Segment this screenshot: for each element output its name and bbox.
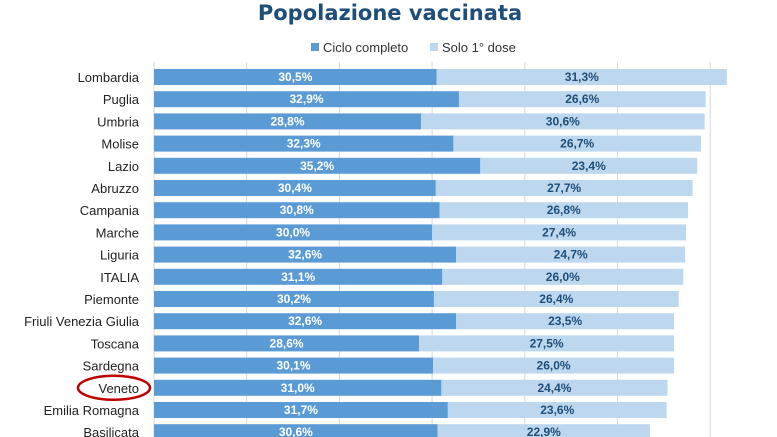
bar-ciclo-completo [154, 157, 481, 174]
bar-ciclo-completo [154, 224, 433, 241]
legend-label-solo-1-dose: Solo 1° dose [442, 40, 516, 55]
category-label: Basilicata [83, 425, 139, 437]
category-label: Sardegna [83, 359, 140, 374]
bar-solo-1-dose [439, 202, 688, 219]
legend-swatch-ciclo-completo [311, 43, 319, 51]
category-label: Molise [101, 137, 139, 152]
data-label: 28,6% [270, 336, 304, 350]
data-label: 32,6% [288, 314, 322, 328]
category-label: Toscana [91, 336, 140, 351]
data-label: 26,0% [546, 270, 580, 284]
data-label: 30,2% [277, 292, 311, 306]
bar-ciclo-completo [154, 335, 420, 352]
data-label: 26,6% [565, 92, 599, 106]
category-label: Piemonte [84, 292, 139, 307]
data-label: 30,0% [276, 225, 310, 239]
bar-ciclo-completo [154, 135, 454, 152]
bar-ciclo-completo [154, 91, 459, 108]
data-label: 27,4% [542, 225, 576, 239]
category-label: Lazio [108, 159, 139, 174]
bar-solo-1-dose [453, 135, 701, 152]
category-label: Puglia [103, 92, 140, 107]
bar-solo-1-dose [433, 291, 679, 307]
bar-solo-1-dose [480, 157, 698, 174]
bar-solo-1-dose [458, 91, 706, 108]
bar-solo-1-dose [419, 335, 675, 352]
data-label: 32,9% [289, 92, 323, 106]
bar-ciclo-completo [154, 379, 442, 396]
category-label: Lombardia [78, 70, 140, 85]
data-label: 27,7% [547, 181, 581, 195]
category-label: ITALIA [100, 270, 139, 285]
bar-solo-1-dose [436, 69, 727, 85]
bar-solo-1-dose [420, 113, 705, 130]
chart-title: Popolazione vaccinata [258, 1, 522, 25]
data-label: 31,1% [281, 270, 315, 284]
data-label: 23,6% [540, 403, 574, 417]
bar-solo-1-dose [442, 268, 684, 285]
data-label: 24,7% [554, 248, 588, 262]
data-label: 30,8% [280, 203, 314, 217]
data-label: 26,8% [547, 203, 581, 217]
category-label: Emilia Romagna [44, 403, 140, 418]
data-label: 27,5% [530, 336, 564, 350]
bar-ciclo-completo [154, 402, 448, 418]
data-label: 30,5% [278, 70, 312, 84]
category-label: Veneto [99, 381, 140, 396]
legend-swatch-solo-1-dose [430, 43, 438, 51]
data-label: 26,4% [539, 292, 573, 306]
category-label: Friuli Venezia Giulia [24, 314, 140, 329]
bar-ciclo-completo [154, 291, 434, 307]
bar-solo-1-dose [441, 379, 668, 396]
category-label: Liguria [100, 248, 140, 263]
data-label: 26,0% [537, 359, 571, 373]
data-label: 32,3% [287, 137, 321, 151]
bar-ciclo-completo [154, 202, 440, 219]
data-label: 30,4% [278, 181, 312, 195]
bar-ciclo-completo [154, 69, 437, 85]
data-label: 23,4% [572, 159, 606, 173]
data-label: 35,2% [300, 159, 334, 173]
bar-solo-1-dose [433, 357, 675, 374]
bar-ciclo-completo [154, 113, 421, 130]
data-label: 26,7% [560, 137, 594, 151]
data-label: 31,0% [281, 381, 315, 395]
data-label: 31,7% [284, 403, 318, 417]
bar-ciclo-completo [154, 313, 457, 330]
data-label: 30,1% [276, 359, 310, 373]
legend-label-ciclo-completo: Ciclo completo [323, 40, 408, 55]
bar-solo-1-dose [435, 180, 693, 196]
data-label: 30,6% [279, 425, 313, 437]
bar-solo-1-dose [447, 402, 667, 418]
bar-solo-1-dose [456, 313, 675, 330]
data-label: 32,6% [288, 248, 322, 262]
bar-solo-1-dose [432, 224, 687, 241]
category-label: Marche [96, 225, 139, 240]
data-label: 22,9% [527, 425, 561, 437]
bar-ciclo-completo [154, 180, 436, 196]
data-label: 28,8% [270, 114, 304, 128]
data-label: 30,6% [546, 114, 580, 128]
category-label: Campania [80, 203, 140, 218]
bar-ciclo-completo [154, 357, 434, 374]
bars: Lombardia 30,5% 31,3% Puglia 32,9% 26,6% Umbri… [24, 69, 727, 437]
bar-solo-1-dose [437, 424, 650, 437]
bar-ciclo-completo [154, 424, 438, 437]
category-label: Abruzzo [91, 181, 139, 196]
legend: Ciclo completo Solo 1° dose [311, 40, 516, 55]
bar-ciclo-completo [154, 268, 443, 285]
highlight-circle [76, 374, 152, 402]
data-label: 23,5% [548, 314, 582, 328]
data-label: 31,3% [565, 70, 599, 84]
bar-ciclo-completo [154, 246, 457, 263]
bar-solo-1-dose [456, 246, 686, 263]
data-label: 24,4% [537, 381, 571, 395]
category-label: Umbria [97, 114, 140, 129]
